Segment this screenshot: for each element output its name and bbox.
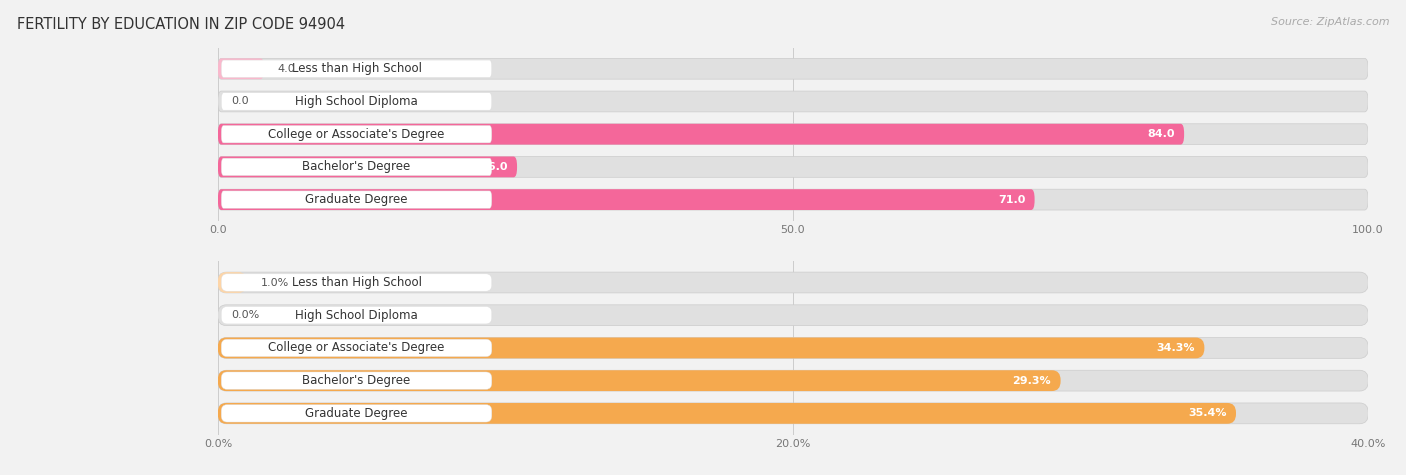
FancyBboxPatch shape bbox=[221, 191, 492, 209]
FancyBboxPatch shape bbox=[218, 124, 1368, 144]
FancyBboxPatch shape bbox=[221, 60, 492, 77]
Text: Graduate Degree: Graduate Degree bbox=[305, 407, 408, 420]
Text: High School Diploma: High School Diploma bbox=[295, 95, 418, 108]
FancyBboxPatch shape bbox=[221, 158, 492, 176]
Text: College or Associate's Degree: College or Associate's Degree bbox=[269, 342, 444, 354]
FancyBboxPatch shape bbox=[221, 405, 492, 422]
FancyBboxPatch shape bbox=[218, 272, 1368, 293]
Text: 0.0: 0.0 bbox=[232, 96, 249, 106]
Text: College or Associate's Degree: College or Associate's Degree bbox=[269, 128, 444, 141]
FancyBboxPatch shape bbox=[218, 91, 1368, 112]
FancyBboxPatch shape bbox=[218, 58, 1368, 79]
FancyBboxPatch shape bbox=[218, 189, 1035, 210]
FancyBboxPatch shape bbox=[221, 274, 492, 291]
Text: Bachelor's Degree: Bachelor's Degree bbox=[302, 161, 411, 173]
FancyBboxPatch shape bbox=[218, 403, 1236, 424]
FancyBboxPatch shape bbox=[221, 339, 492, 357]
Text: Bachelor's Degree: Bachelor's Degree bbox=[302, 374, 411, 387]
Text: 84.0: 84.0 bbox=[1147, 129, 1175, 139]
Text: 0.0%: 0.0% bbox=[232, 310, 260, 320]
Text: Less than High School: Less than High School bbox=[291, 276, 422, 289]
Text: 35.4%: 35.4% bbox=[1188, 408, 1226, 418]
FancyBboxPatch shape bbox=[218, 156, 517, 177]
Text: 26.0: 26.0 bbox=[481, 162, 508, 172]
FancyBboxPatch shape bbox=[221, 93, 492, 110]
Text: Source: ZipAtlas.com: Source: ZipAtlas.com bbox=[1271, 17, 1389, 27]
Text: Graduate Degree: Graduate Degree bbox=[305, 193, 408, 206]
FancyBboxPatch shape bbox=[221, 125, 492, 143]
Text: 71.0: 71.0 bbox=[998, 195, 1025, 205]
Text: High School Diploma: High School Diploma bbox=[295, 309, 418, 322]
FancyBboxPatch shape bbox=[221, 306, 492, 324]
FancyBboxPatch shape bbox=[218, 272, 247, 293]
FancyBboxPatch shape bbox=[218, 124, 1184, 144]
FancyBboxPatch shape bbox=[218, 305, 1368, 326]
FancyBboxPatch shape bbox=[218, 189, 1368, 210]
FancyBboxPatch shape bbox=[218, 58, 264, 79]
Text: 4.0: 4.0 bbox=[278, 64, 295, 74]
FancyBboxPatch shape bbox=[218, 370, 1368, 391]
FancyBboxPatch shape bbox=[218, 338, 1205, 358]
Text: FERTILITY BY EDUCATION IN ZIP CODE 94904: FERTILITY BY EDUCATION IN ZIP CODE 94904 bbox=[17, 17, 344, 32]
Text: 34.3%: 34.3% bbox=[1157, 343, 1195, 353]
FancyBboxPatch shape bbox=[218, 156, 1368, 177]
Text: 1.0%: 1.0% bbox=[260, 277, 288, 287]
Text: Less than High School: Less than High School bbox=[291, 62, 422, 75]
Text: 29.3%: 29.3% bbox=[1012, 376, 1052, 386]
FancyBboxPatch shape bbox=[218, 370, 1060, 391]
FancyBboxPatch shape bbox=[221, 372, 492, 390]
FancyBboxPatch shape bbox=[218, 338, 1368, 358]
FancyBboxPatch shape bbox=[218, 403, 1368, 424]
